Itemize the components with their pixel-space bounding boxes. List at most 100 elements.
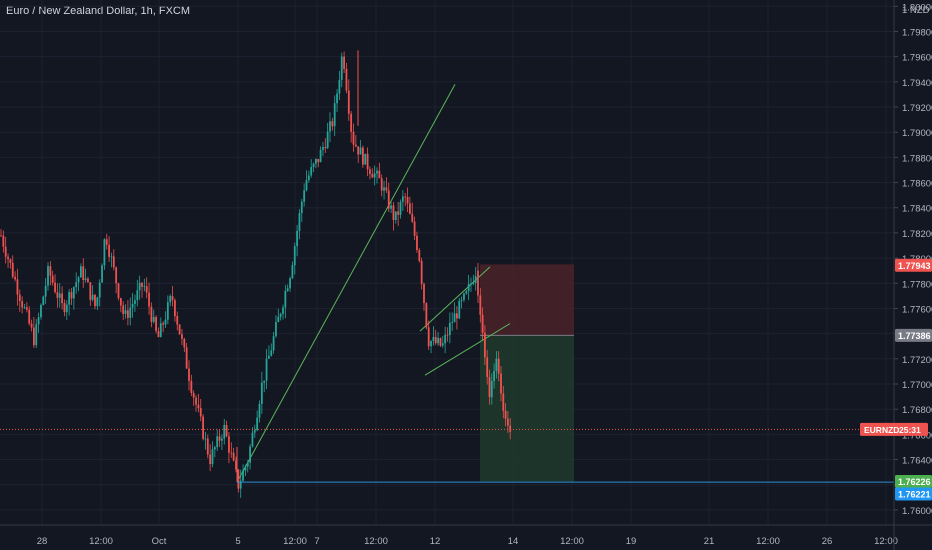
y-tick-label: 1.77600 [902, 304, 932, 315]
candle-body [448, 322, 451, 336]
candle-body [235, 460, 237, 470]
candle-body [430, 341, 432, 347]
candle-body [178, 324, 181, 335]
candle-body [465, 291, 468, 294]
candles [0, 50, 512, 498]
candle-body [206, 438, 209, 455]
candle-body [157, 331, 160, 338]
candle-body [357, 146, 360, 155]
candle-body [315, 159, 317, 164]
candle-body [263, 380, 266, 383]
candle-body [310, 167, 313, 176]
y-tick-label: 1.77800 [902, 279, 932, 290]
candle-body [277, 316, 280, 323]
candle-body [411, 213, 414, 222]
x-tick-label: 12:00 [283, 536, 307, 547]
candle-body [394, 211, 397, 220]
candle-body [174, 300, 176, 317]
candle-body [84, 278, 87, 281]
candle-body [380, 178, 383, 191]
candle-body [246, 462, 249, 467]
y-tick-label: 1.78400 [902, 204, 932, 215]
candle-body [477, 270, 479, 296]
candle-body [185, 347, 188, 369]
candle-body [70, 292, 73, 299]
candle-body [23, 307, 26, 309]
candle-body [155, 316, 157, 332]
candle-body [268, 355, 270, 359]
y-tick-label: 1.79600 [902, 53, 932, 64]
candle-body [364, 153, 367, 165]
y-tick-label: 1.78600 [902, 179, 932, 190]
trendline-main [236, 84, 456, 483]
candle-body [37, 317, 40, 325]
x-tick-label: Oct [152, 536, 167, 547]
candle-body [51, 275, 54, 283]
candle-body [453, 313, 456, 323]
candle-body [119, 298, 122, 306]
candle-body [105, 239, 108, 245]
candle-body [35, 324, 38, 346]
candle-body [134, 300, 136, 304]
candle-body [354, 144, 357, 147]
grid-layer [0, 0, 894, 525]
candle-body [9, 259, 12, 263]
candle-body [202, 416, 204, 439]
channel-lower [424, 323, 511, 376]
candle-body [65, 304, 68, 313]
candle-body [253, 430, 256, 433]
candle-body [270, 350, 273, 356]
candle-body [317, 159, 320, 163]
candle-body [75, 282, 78, 288]
candle-body [338, 80, 341, 94]
x-tick-label: 28 [37, 536, 48, 547]
candle-body [91, 294, 94, 300]
candle-body [343, 56, 345, 69]
x-tick-label: 26 [822, 536, 833, 547]
candle-body [258, 403, 261, 418]
candle-body [72, 287, 75, 299]
candle-body [350, 113, 353, 132]
candle-body [197, 404, 200, 409]
candle-body [230, 452, 233, 454]
y-tick-label: 1.79000 [902, 128, 932, 139]
candle-body [479, 295, 482, 315]
candle-body [502, 393, 505, 411]
candle-body [298, 213, 301, 231]
entry-price-label-bg [895, 258, 932, 272]
candle-body [148, 292, 150, 307]
candle-body [209, 454, 212, 465]
candle-body [446, 334, 449, 336]
candle-body [58, 293, 61, 298]
candle-body [152, 316, 155, 322]
candle-body [486, 357, 489, 378]
candle-body [18, 294, 21, 301]
candle-body [500, 373, 502, 394]
candle-body [420, 260, 423, 284]
candle-body [242, 470, 244, 481]
x-tick-label: 12:00 [560, 536, 584, 547]
candle-body [345, 68, 348, 91]
candle-body [171, 296, 174, 301]
x-tick-label: 14 [508, 536, 519, 547]
candle-body [490, 380, 493, 398]
stop-price-label-bg [895, 328, 932, 342]
candle-body [63, 303, 66, 313]
y-tick-label: 1.78200 [902, 229, 932, 240]
candle-body [122, 305, 125, 314]
candle-body [176, 316, 179, 325]
candle-body [359, 147, 362, 155]
chart-title: Euro / New Zealand Dollar, 1h, FXCM [6, 5, 191, 17]
current-tag-bg [860, 422, 928, 436]
candle-body [286, 288, 289, 291]
candle-body [293, 246, 296, 266]
target-price-label: 1.76226 [898, 477, 931, 487]
candle-body [439, 338, 442, 346]
candle-body [54, 282, 56, 293]
candle-body [14, 276, 16, 280]
x-tick-label: 5 [235, 536, 240, 547]
candle-body [369, 169, 371, 174]
candle-body [406, 197, 409, 204]
x-tick-label: 12 [430, 536, 441, 547]
